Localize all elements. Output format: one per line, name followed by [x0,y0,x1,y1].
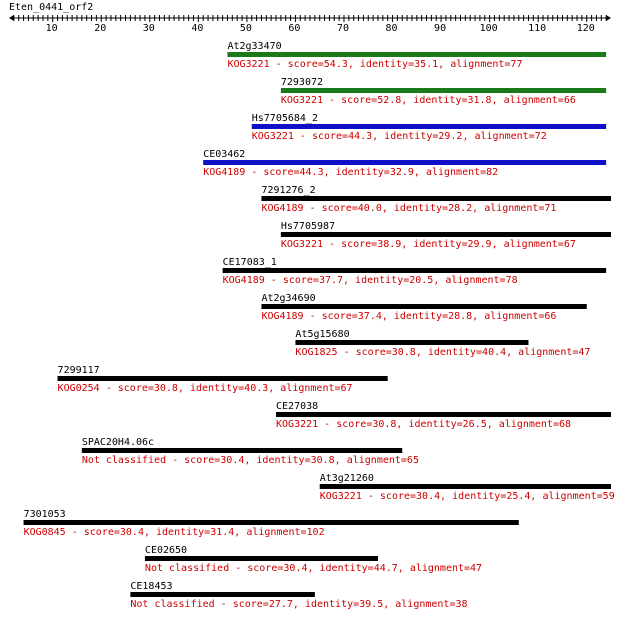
ruler-tick-label: 100 [480,23,498,34]
hit-row[interactable]: At2g33470 KOG3221 - score=54.3, identity=… [227,41,607,70]
hit-row[interactable]: CE17083_1 KOG4189 - score=37.7, identity=… [222,257,607,286]
hit-description: KOG3221 - score=44.3, identity=29.2, ali… [252,131,547,142]
ruler-tick-label: 50 [240,23,252,34]
hit-bar[interactable] [295,340,529,345]
hit-row[interactable]: SPAC20H4.06c Not classified - score=30.4,… [81,437,419,466]
ruler-tick-label: 90 [434,23,446,34]
hit-bar[interactable] [261,196,611,201]
hit-description: KOG3221 - score=54.3, identity=35.1, ali… [227,59,522,70]
hit-description: KOG3221 - score=38.9, identity=29.9, ali… [281,239,576,250]
hit-bar[interactable] [280,232,611,237]
ruler-tick-label: 20 [94,23,106,34]
hit-name[interactable]: 7301053 [24,509,66,520]
hit-name[interactable]: CE03462 [203,149,245,160]
hit-bar[interactable] [261,304,587,309]
hit-row[interactable]: 7301053 KOG0845 - score=30.4, identity=31… [23,509,519,538]
hit-bar[interactable] [203,160,607,165]
hit-description: Not classified - score=27.7, identity=39… [130,599,467,610]
ruler-left-arrow-icon [9,15,14,21]
hit-name[interactable]: 7293072 [281,77,323,88]
hit-name[interactable]: 7299117 [58,365,100,376]
hit-bar[interactable] [319,484,611,489]
hit-name[interactable]: At2g33470 [227,41,281,52]
ruler-tick-label: 80 [386,23,398,34]
hit-name[interactable]: SPAC20H4.06c [82,437,154,448]
hit-name[interactable]: CE18453 [130,581,172,592]
hit-bar[interactable] [81,448,403,453]
hit-name[interactable]: At5g15680 [295,329,349,340]
hit-row[interactable]: Hs7705987 KOG3221 - score=38.9, identity=… [280,221,611,250]
hit-name[interactable]: At2g34690 [261,293,315,304]
hit-row[interactable]: 7293072 KOG3221 - score=52.8, identity=31… [280,77,607,106]
hit-bar[interactable] [23,520,519,525]
hit-description: KOG1825 - score=30.8, identity=40.4, ali… [295,347,590,358]
hit-description: Not classified - score=30.4, identity=44… [145,563,482,574]
hit-name[interactable]: CE27038 [276,401,318,412]
hit-name[interactable]: CE17083_1 [223,257,277,268]
hit-row[interactable]: Hs7705684_2 KOG3221 - score=44.3, identit… [251,113,607,142]
ruler-tick-label: 40 [191,23,203,34]
hit-description: KOG4189 - score=40.0, identity=28.2, ali… [261,203,556,214]
hit-bar[interactable] [144,556,378,561]
ruler-tick-label: 10 [46,23,58,34]
hit-row[interactable]: CE18453 Not classified - score=27.7, iden… [130,581,468,610]
hit-row[interactable]: 7291276_2 KOG4189 - score=40.0, identity=… [261,185,611,214]
hit-name[interactable]: At3g21260 [320,473,374,484]
hit-bar[interactable] [130,592,315,597]
query-name: Eten_0441_orf2 [9,2,93,13]
hit-bar[interactable] [227,52,607,57]
hit-description: KOG3221 - score=52.8, identity=31.8, ali… [281,95,576,106]
hit-name[interactable]: 7291276_2 [261,185,315,196]
hit-bar[interactable] [222,268,607,273]
hit-bar[interactable] [251,124,607,129]
hit-description: KOG3221 - score=30.8, identity=26.5, ali… [276,419,571,430]
ruler-tick-label: 110 [528,23,546,34]
hit-description: KOG3221 - score=30.4, identity=25.4, ali… [320,491,615,502]
ruler-tick-label: 70 [337,23,349,34]
hit-name[interactable]: Hs7705987 [281,221,335,232]
ruler-tick-label: 120 [577,23,595,34]
hit-description: KOG4189 - score=37.7, identity=20.5, ali… [223,275,518,286]
hit-list: At2g33470 KOG3221 - score=54.3, identity=… [23,41,615,610]
hit-bar[interactable] [280,88,607,93]
hit-description: KOG0254 - score=30.8, identity=40.3, ali… [58,383,353,394]
hit-row[interactable]: CE02650 Not classified - score=30.4, iden… [144,545,482,574]
hit-description: KOG4189 - score=37.4, identity=28.8, ali… [261,311,556,322]
hit-row[interactable]: CE03462 KOG4189 - score=44.3, identity=32… [203,149,607,178]
hit-row[interactable]: 7299117 KOG0254 - score=30.8, identity=40… [57,365,388,394]
hit-name[interactable]: Hs7705684_2 [252,113,318,124]
hit-name[interactable]: CE02650 [145,545,187,556]
ruler-tick-label: 30 [143,23,155,34]
position-ruler: 10 20 30 40 50 60 70 80 90 100 110 120 [9,15,611,34]
hit-description: Not classified - score=30.4, identity=30… [82,455,419,466]
hit-bar[interactable] [57,376,388,381]
hit-row[interactable]: At5g15680 KOG1825 - score=30.8, identity=… [295,329,590,358]
hit-row[interactable]: At3g21260 KOG3221 - score=30.4, identity=… [319,473,615,502]
hit-description: KOG4189 - score=44.3, identity=32.9, ali… [203,167,498,178]
hit-row[interactable]: CE27038 KOG3221 - score=30.8, identity=26… [276,401,611,430]
ruler-right-arrow-icon [606,15,611,21]
hit-row[interactable]: At2g34690 KOG4189 - score=37.4, identity=… [261,293,587,322]
hit-bar[interactable] [276,412,611,417]
hit-description: KOG0845 - score=30.4, identity=31.4, ali… [24,527,325,538]
ruler-tick-label: 60 [288,23,300,34]
